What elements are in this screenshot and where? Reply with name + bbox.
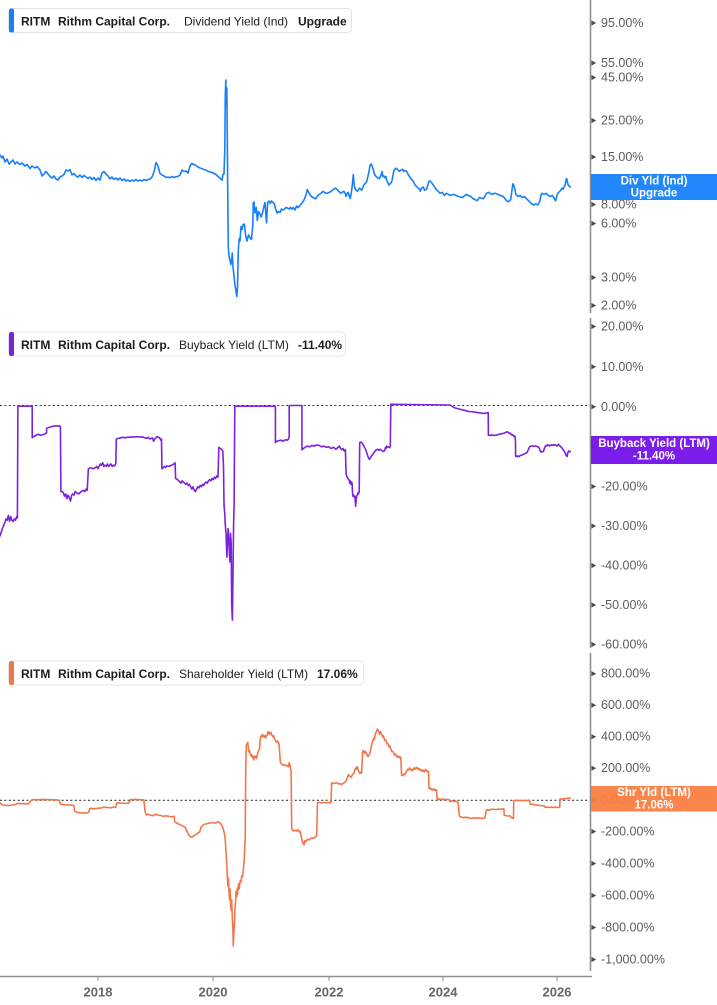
svg-text:RITM: RITM [21, 14, 50, 28]
svg-text:-20.00%: -20.00% [601, 480, 648, 494]
svg-text:Buyback Yield (LTM): Buyback Yield (LTM) [598, 438, 710, 450]
svg-text:-11.40%: -11.40% [633, 451, 675, 463]
svg-text:3.00%: 3.00% [601, 271, 636, 285]
svg-text:Rithm Capital Corp.: Rithm Capital Corp. [58, 14, 170, 28]
svg-text:Rithm Capital Corp.: Rithm Capital Corp. [58, 338, 170, 352]
svg-text:2.00%: 2.00% [601, 299, 636, 313]
svg-text:200.00%: 200.00% [601, 761, 650, 775]
svg-text:95.00%: 95.00% [601, 16, 643, 30]
svg-text:15.00%: 15.00% [601, 150, 643, 164]
svg-text:2022: 2022 [315, 985, 344, 1000]
svg-text:-50.00%: -50.00% [601, 598, 648, 612]
svg-text:45.00%: 45.00% [601, 71, 643, 85]
svg-text:-40.00%: -40.00% [601, 559, 648, 573]
svg-text:17.06%: 17.06% [634, 800, 673, 812]
svg-text:6.00%: 6.00% [601, 217, 636, 231]
svg-text:-600.00%: -600.00% [601, 889, 655, 903]
svg-text:RITM: RITM [21, 667, 50, 681]
svg-text:600.00%: 600.00% [601, 698, 650, 712]
svg-text:Shareholder Yield (LTM): Shareholder Yield (LTM) [179, 667, 308, 681]
svg-text:-1,000.00%: -1,000.00% [601, 953, 665, 967]
svg-text:0.00%: 0.00% [601, 400, 636, 414]
svg-text:10.00%: 10.00% [601, 360, 643, 374]
svg-text:Upgrade: Upgrade [298, 14, 347, 28]
svg-text:-60.00%: -60.00% [601, 638, 648, 652]
svg-text:Rithm Capital Corp.: Rithm Capital Corp. [58, 667, 170, 681]
svg-text:-11.40%: -11.40% [298, 338, 342, 352]
svg-text:RITM: RITM [21, 338, 50, 352]
svg-text:Div Yld (Ind): Div Yld (Ind) [621, 176, 688, 188]
svg-text:2024: 2024 [429, 985, 459, 1000]
svg-text:20.00%: 20.00% [601, 320, 643, 334]
svg-text:Upgrade: Upgrade [631, 188, 678, 200]
svg-text:2018: 2018 [84, 985, 113, 1000]
svg-text:800.00%: 800.00% [601, 667, 650, 681]
svg-text:2026: 2026 [543, 985, 572, 1000]
svg-text:400.00%: 400.00% [601, 730, 650, 744]
svg-text:17.06%: 17.06% [317, 667, 358, 681]
svg-text:-400.00%: -400.00% [601, 857, 655, 871]
svg-text:25.00%: 25.00% [601, 114, 643, 128]
svg-text:Buyback Yield (LTM): Buyback Yield (LTM) [179, 338, 289, 352]
svg-text:2020: 2020 [199, 985, 228, 1000]
svg-text:Dividend Yield (Ind): Dividend Yield (Ind) [184, 14, 288, 28]
svg-text:-30.00%: -30.00% [601, 519, 648, 533]
svg-text:-200.00%: -200.00% [601, 825, 655, 839]
svg-text:Shr Yld (LTM): Shr Yld (LTM) [617, 787, 691, 799]
svg-text:8.00%: 8.00% [601, 198, 636, 212]
svg-text:55.00%: 55.00% [601, 56, 643, 70]
svg-text:-800.00%: -800.00% [601, 921, 655, 935]
